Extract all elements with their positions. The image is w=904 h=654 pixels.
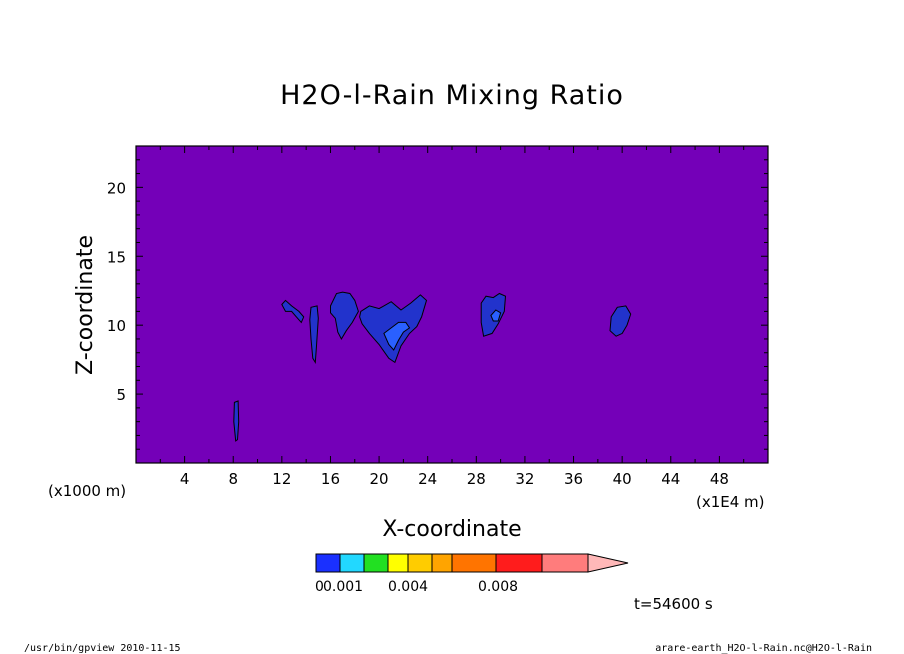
- x-tick-label: 44: [661, 470, 680, 488]
- colorbar-segment: [451, 553, 497, 573]
- time-label: t=54600 s: [634, 595, 713, 613]
- colorbar-segment: [495, 553, 543, 573]
- x-tick-label: 4: [180, 470, 190, 488]
- colorbar-label: 0.001: [323, 579, 363, 595]
- colorbar-segment: [363, 553, 389, 573]
- x-tick-label: 8: [228, 470, 238, 488]
- contour-regions: [233, 291, 632, 442]
- plot-area: [136, 146, 768, 463]
- field-background: [136, 146, 768, 463]
- y-tick-label: 20: [107, 179, 126, 197]
- colorbar-segment: [315, 553, 341, 573]
- x-tick-label: 16: [321, 470, 340, 488]
- x-tick-label: 36: [564, 470, 583, 488]
- colorbar-segment: [407, 553, 433, 573]
- colorbar-segment: [387, 553, 409, 573]
- contour-cell-17km: [330, 291, 359, 341]
- x-tick-label: 48: [710, 470, 729, 488]
- contour-cell-12km-a: [281, 299, 305, 324]
- colorbar-extension-triangle: [587, 553, 629, 573]
- y-axis-title: Z-coordinate: [73, 235, 98, 375]
- chart-title: H2O-l-Rain Mixing Ratio: [280, 80, 624, 111]
- footer-right: arare-earth_H2O-l-Rain.nc@H2O-l-Rain: [655, 643, 872, 654]
- y-tick-label: 10: [107, 317, 126, 335]
- y-tick-label: 5: [116, 386, 126, 404]
- contour-cell-8km: [233, 400, 240, 442]
- x-tick-label: 32: [515, 470, 534, 488]
- contour-cell-40km: [609, 305, 632, 337]
- colorbar-label: 0.008: [478, 579, 518, 595]
- colorbar-segment: [541, 553, 589, 573]
- x-tick-label: 40: [613, 470, 632, 488]
- x-tick-label: 28: [467, 470, 486, 488]
- contour-cell-15km: [309, 305, 319, 364]
- colorbar-segment: [339, 553, 365, 573]
- y-tick-label: 15: [107, 248, 126, 266]
- colorbar-label: 0: [315, 579, 324, 595]
- colorbar: [315, 553, 629, 573]
- x-tick-label: 20: [370, 470, 389, 488]
- footer-left: /usr/bin/gpview 2010-11-15: [24, 643, 181, 654]
- contour-cell-29km-core: [490, 309, 502, 322]
- y-axis-ticks: 5 10 15 20: [107, 159, 768, 450]
- x-axis-title: X-coordinate: [382, 517, 521, 542]
- x-tick-label: 24: [418, 470, 437, 488]
- x-unit-right: (x1E4 m): [696, 493, 765, 511]
- contour-cell-22km-core: [383, 321, 411, 351]
- x-axis-ticks: 4 8 12 16 20 24 28 32 36 40 44 48: [159, 146, 745, 488]
- x-unit-left: (x1000 m): [48, 482, 126, 500]
- colorbar-segment: [431, 553, 453, 573]
- x-tick-label: 12: [272, 470, 291, 488]
- colorbar-label: 0.004: [388, 579, 428, 595]
- colorbar-labels: 0 0.001 0.004 0.008: [315, 579, 518, 595]
